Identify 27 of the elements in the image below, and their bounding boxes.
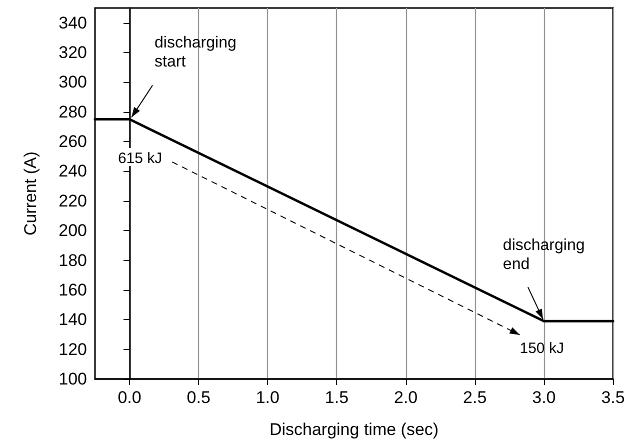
y-axis-title: Current (A) [21,151,40,236]
x-tick-label: 3.0 [532,388,556,407]
y-tick-label: 280 [58,102,87,122]
y-tick-label: 200 [58,221,87,240]
annotation: 615 kJ [118,150,162,167]
annotation: discharging end [502,237,585,274]
y-tick-label: 120 [58,340,87,359]
y-tick-label: 320 [58,43,87,62]
y-tick-label: 160 [58,280,87,300]
y-tick-label: 180 [58,250,87,270]
y-tick-label: 100 [58,370,87,388]
y-tick-label: 300 [58,72,87,92]
y-tick-label: 260 [58,132,87,152]
y-tick-label: 240 [58,162,87,181]
x-tick-label: 1.5 [324,388,349,407]
x-tick-label: 0.5 [186,388,210,407]
annotation: discharging start [154,34,236,70]
annotation: 150 kJ [520,340,564,357]
x-tick-label: 1.0 [256,388,280,407]
x-axis-title: Discharging time (sec) [269,420,439,439]
x-tick-label: 2.0 [394,388,418,407]
x-tick-label: 0.0 [118,388,142,407]
x-tick-label: 3.5 [601,388,625,407]
x-tick-label: 2.5 [463,388,487,407]
y-tick-label: 140 [58,310,87,330]
y-tick-label: 340 [58,13,87,32]
y-tick-label: 220 [58,191,87,210]
